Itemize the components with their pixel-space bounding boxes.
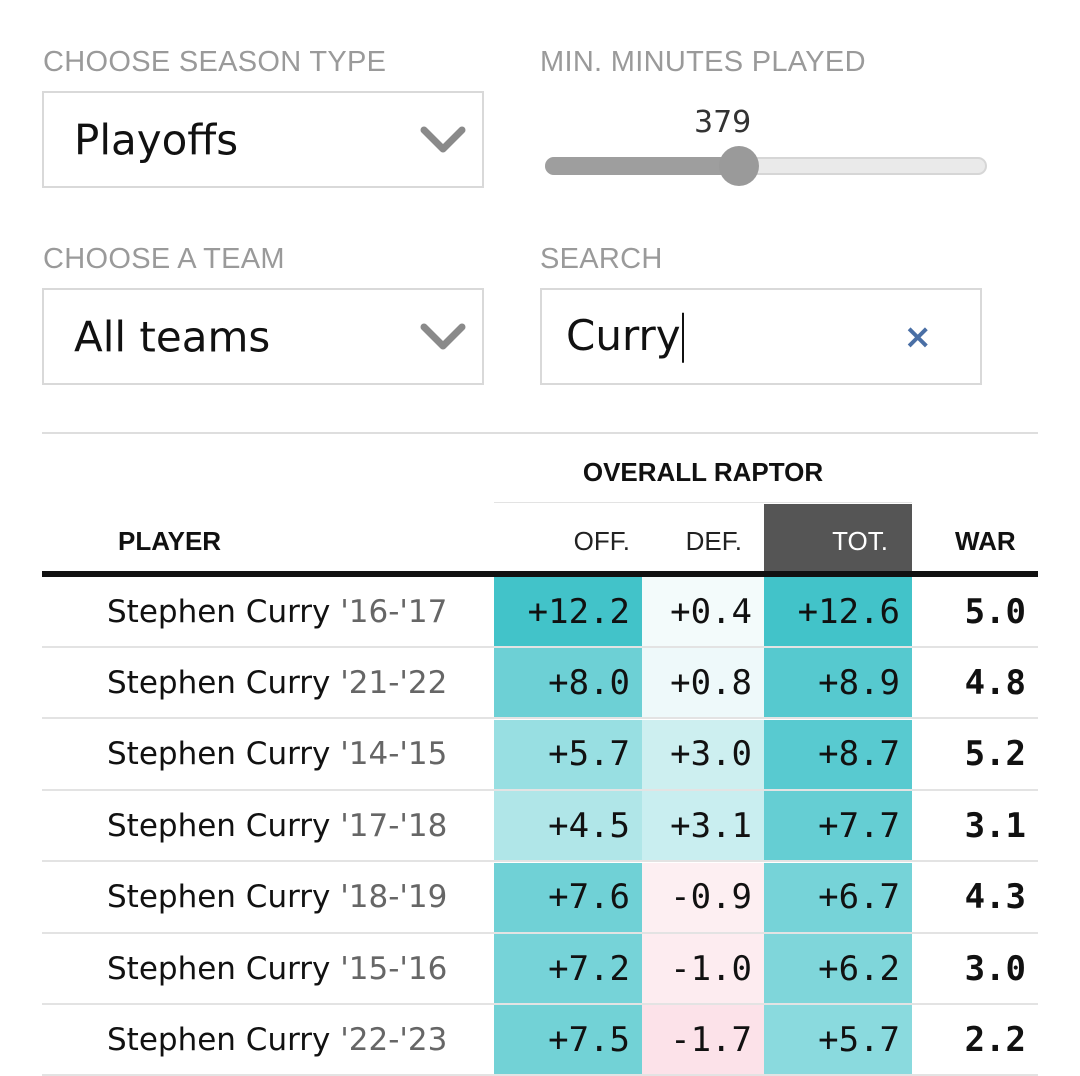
section-divider: [42, 432, 1038, 434]
def-cell: +0.4: [642, 577, 764, 646]
team-label: CHOOSE A TEAM: [43, 243, 285, 275]
war-cell: 5.0: [964, 591, 1026, 632]
header-rule: [42, 571, 1038, 577]
off-cell: +8.0: [494, 648, 642, 718]
war-cell: 4.8: [964, 662, 1026, 703]
tot-cell: +6.7: [764, 862, 912, 932]
player-name: Stephen Curry: [107, 1021, 331, 1058]
player-cell: Stephen Curry '17-'18: [107, 791, 487, 860]
player-season: '21-'22: [340, 664, 448, 701]
chevron-down-icon: [420, 126, 466, 152]
tot-cell: +12.6: [764, 577, 912, 646]
search-label: SEARCH: [540, 243, 663, 275]
war-cell: 3.0: [964, 948, 1026, 989]
def-column-header[interactable]: DEF.: [685, 526, 742, 556]
war-cell: 3.1: [964, 805, 1026, 846]
table-row[interactable]: Stephen Curry '15-'16 +7.2 -1.0 +6.2 3.0: [42, 934, 1038, 1005]
off-cell: +12.2: [494, 577, 642, 646]
slider-value: 379: [694, 105, 752, 140]
war-cell: 4.3: [964, 877, 1026, 918]
min-minutes-label: MIN. MINUTES PLAYED: [540, 46, 866, 78]
player-name: Stephen Curry: [107, 736, 331, 773]
player-cell: Stephen Curry '21-'22: [107, 648, 487, 717]
off-cell: +5.7: [494, 719, 642, 789]
player-cell: Stephen Curry '15-'16: [107, 934, 487, 1003]
table-row[interactable]: Stephen Curry '21-'22 +8.0 +0.8 +8.9 4.8: [42, 648, 1038, 720]
player-name: Stephen Curry: [107, 593, 331, 630]
table-row[interactable]: Stephen Curry '16-'17 +12.2 +0.4 +12.6 5.0: [42, 577, 1038, 648]
text-caret: [681, 312, 684, 363]
group-header-rule: [494, 502, 912, 503]
clear-search-icon[interactable]: ×: [903, 316, 933, 357]
off-cell: +7.6: [494, 862, 642, 932]
season-type-label: CHOOSE SEASON TYPE: [43, 46, 387, 78]
def-cell: -1.0: [642, 934, 764, 1003]
def-cell: -0.9: [642, 862, 764, 932]
table-row[interactable]: Stephen Curry '18-'19 +7.6 -0.9 +6.7 4.3: [42, 862, 1038, 934]
off-cell: +7.5: [494, 1005, 642, 1075]
table-row[interactable]: Stephen Curry '14-'15 +5.7 +3.0 +8.7 5.2: [42, 719, 1038, 791]
war-cell: 2.2: [964, 1019, 1026, 1060]
player-column-header[interactable]: PLAYER: [118, 526, 222, 556]
team-value: All teams: [74, 312, 271, 361]
war-cell: 5.2: [964, 734, 1026, 775]
overall-raptor-header: OVERALL RAPTOR: [582, 457, 824, 487]
player-season: '18-'19: [340, 879, 448, 916]
off-cell: +4.5: [494, 791, 642, 861]
team-select[interactable]: All teams: [42, 288, 484, 385]
war-column-header[interactable]: WAR: [955, 526, 1016, 556]
tot-cell: +6.2: [764, 934, 912, 1003]
player-season: '16-'17: [340, 593, 448, 630]
season-type-select[interactable]: Playoffs: [42, 91, 484, 188]
slider-fill: [545, 157, 740, 175]
tot-cell: +7.7: [764, 791, 912, 861]
season-type-value: Playoffs: [74, 115, 239, 164]
tot-cell: +8.7: [764, 719, 912, 789]
def-cell: +3.1: [642, 791, 764, 861]
player-season: '15-'16: [340, 950, 448, 987]
player-season: '14-'15: [340, 736, 448, 773]
player-cell: Stephen Curry '22-'23: [107, 1005, 487, 1074]
player-name: Stephen Curry: [107, 807, 331, 844]
def-cell: -1.7: [642, 1005, 764, 1075]
slider-thumb[interactable]: [719, 146, 760, 186]
def-cell: +0.8: [642, 648, 764, 718]
chevron-down-icon: [420, 323, 466, 349]
player-cell: Stephen Curry '14-'15: [107, 720, 487, 789]
def-cell: +3.0: [642, 719, 764, 789]
tot-column-label: TOT.: [832, 526, 888, 556]
player-name: Stephen Curry: [107, 664, 331, 701]
off-column-header[interactable]: OFF.: [573, 526, 630, 556]
table-row[interactable]: Stephen Curry '17-'18 +4.5 +3.1 +7.7 3.1: [42, 791, 1038, 863]
player-season: '17-'18: [340, 807, 448, 844]
tot-column-header[interactable]: TOT.: [764, 504, 912, 572]
player-cell: Stephen Curry '16-'17: [107, 577, 487, 646]
search-value: Curry: [566, 310, 681, 360]
player-name: Stephen Curry: [107, 879, 331, 916]
table-row[interactable]: Stephen Curry '22-'23 +7.5 -1.7 +5.7 2.2: [42, 1005, 1038, 1076]
tot-cell: +8.9: [764, 648, 912, 718]
player-cell: Stephen Curry '18-'19: [107, 863, 487, 932]
player-name: Stephen Curry: [107, 950, 331, 987]
player-season: '22-'23: [340, 1021, 448, 1058]
off-cell: +7.2: [494, 934, 642, 1003]
search-input[interactable]: Curry ×: [540, 288, 982, 385]
tot-cell: +5.7: [764, 1005, 912, 1075]
